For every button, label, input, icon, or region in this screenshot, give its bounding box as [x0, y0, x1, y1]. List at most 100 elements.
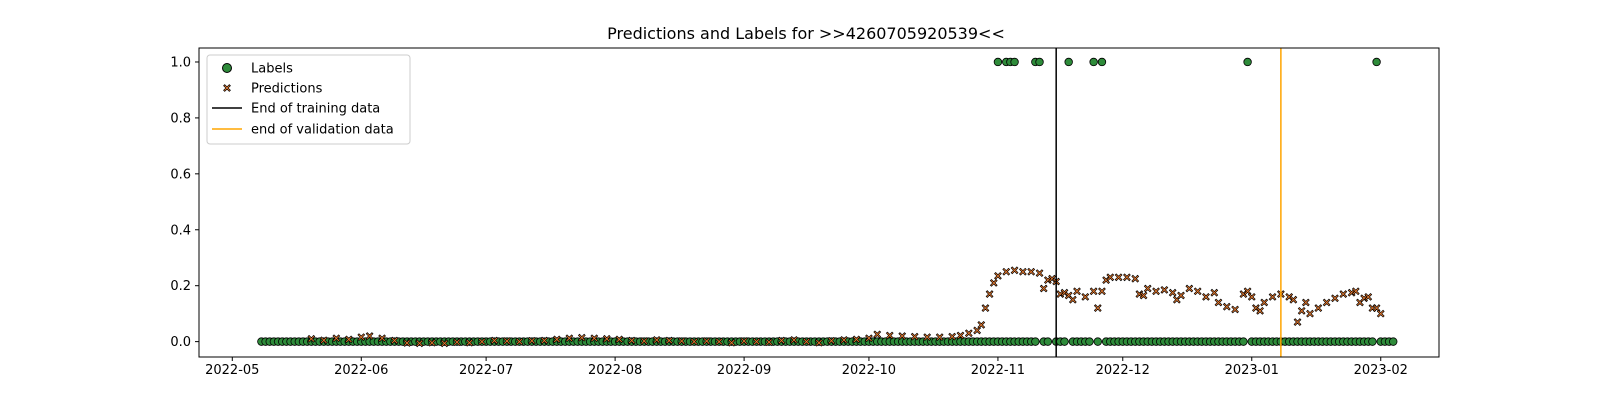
prediction-point [640, 337, 649, 345]
x-tick-label: 2023-01 [1225, 363, 1279, 378]
x-tick-label: 2022-08 [588, 363, 642, 378]
labels-series [257, 57, 1398, 346]
y-tick-label: 1.0 [170, 55, 191, 70]
prediction-point [1331, 294, 1339, 303]
prediction-point [1260, 298, 1269, 307]
prediction-point [665, 336, 674, 345]
prediction-point [1068, 295, 1077, 304]
prediction-point [365, 332, 374, 340]
prediction-point [403, 339, 411, 347]
prediction-point [1376, 309, 1385, 318]
prediction-point [332, 334, 341, 343]
prediction-point [923, 333, 932, 342]
prediction-point [503, 337, 511, 345]
prediction-point [1152, 287, 1160, 296]
x-tick-label: 2023-02 [1354, 363, 1408, 378]
prediction-point [840, 336, 848, 344]
prediction-point [1123, 273, 1131, 282]
prediction-point [428, 338, 436, 347]
y-axis: 0.0 0.2 0.4 0.6 0.8 1.0 [170, 55, 199, 350]
prediction-point [852, 335, 861, 344]
label-point [1089, 57, 1098, 67]
prediction-point [1139, 291, 1148, 300]
prediction-point [873, 330, 882, 339]
prediction-point [615, 335, 624, 344]
prediction-point [1247, 292, 1256, 301]
prediction-point [973, 326, 982, 335]
prediction-point [777, 336, 786, 345]
label-point [1097, 57, 1107, 67]
x-tick-label: 2022-06 [334, 363, 388, 378]
prediction-point [865, 334, 873, 343]
label-point [1060, 337, 1069, 346]
x-tick-label: 2022-05 [205, 363, 259, 378]
prediction-point [935, 333, 944, 342]
prediction-point [440, 339, 449, 348]
prediction-point [1293, 318, 1302, 326]
prediction-point [1039, 284, 1048, 293]
legend-predictions-text: Predictions [251, 82, 323, 97]
prediction-point [627, 336, 636, 345]
x-tick-label: 2022-07 [459, 363, 513, 378]
prediction-point [910, 332, 919, 341]
prediction-point [977, 320, 986, 329]
chart-title: Predictions and Labels for >>42607059205… [607, 24, 1005, 43]
prediction-point [1193, 287, 1202, 296]
y-tick-label: 0.6 [170, 167, 191, 182]
label-point [1372, 57, 1381, 67]
prediction-point [1289, 295, 1298, 304]
prediction-point [390, 336, 399, 345]
x-tick-label: 2022-10 [842, 363, 896, 378]
label-point [1239, 337, 1248, 346]
prediction-point [540, 336, 549, 345]
prediction-point [527, 336, 536, 345]
prediction-point [378, 334, 386, 343]
prediction-point [898, 332, 907, 340]
prediction-point [357, 333, 366, 342]
prediction-point [1027, 267, 1036, 276]
prediction-point [740, 337, 748, 345]
prediction-point [765, 338, 773, 347]
label-point [1035, 57, 1044, 67]
prediction-point [1114, 273, 1123, 282]
prediction-point [515, 337, 524, 346]
prediction-point [415, 339, 424, 348]
label-point [1243, 57, 1252, 67]
y-tick-label: 0.4 [170, 223, 191, 238]
prediction-point [885, 331, 894, 340]
prediction-point [652, 336, 661, 344]
y-tick-label: 0.8 [170, 111, 191, 126]
x-tick-label: 2022-11 [971, 363, 1025, 378]
prediction-point [1089, 287, 1098, 296]
prediction-point [307, 334, 316, 343]
plot-area-frame [198, 47, 1440, 358]
prediction-point [727, 338, 736, 347]
legend-training-text: End of training data [251, 102, 380, 117]
prediction-point [1131, 274, 1140, 283]
prediction-point [948, 332, 957, 341]
prediction-point [1351, 287, 1360, 296]
prediction-point [1185, 284, 1194, 293]
prediction-point [577, 333, 586, 342]
prediction-point [964, 329, 973, 338]
prediction-point [989, 279, 998, 287]
prediction-point [1177, 291, 1185, 300]
predictions-series [307, 266, 1385, 348]
prediction-point [752, 337, 761, 346]
y-tick-label: 0.0 [170, 335, 191, 350]
label-point [993, 57, 1003, 67]
prediction-point [1301, 298, 1310, 307]
prediction-point [319, 336, 328, 345]
prediction-point [1243, 287, 1252, 296]
label-point [1010, 57, 1019, 67]
prediction-point [344, 335, 353, 344]
prediction-point [1073, 287, 1081, 296]
label-point [1085, 337, 1094, 346]
prediction-point [690, 337, 699, 346]
label-point [1389, 337, 1398, 346]
legend: Labels Predictions End of training data … [206, 54, 411, 145]
label-point [1064, 57, 1073, 67]
prediction-point [453, 338, 461, 347]
prediction-point [1098, 287, 1106, 296]
prediction-point [1297, 306, 1306, 315]
